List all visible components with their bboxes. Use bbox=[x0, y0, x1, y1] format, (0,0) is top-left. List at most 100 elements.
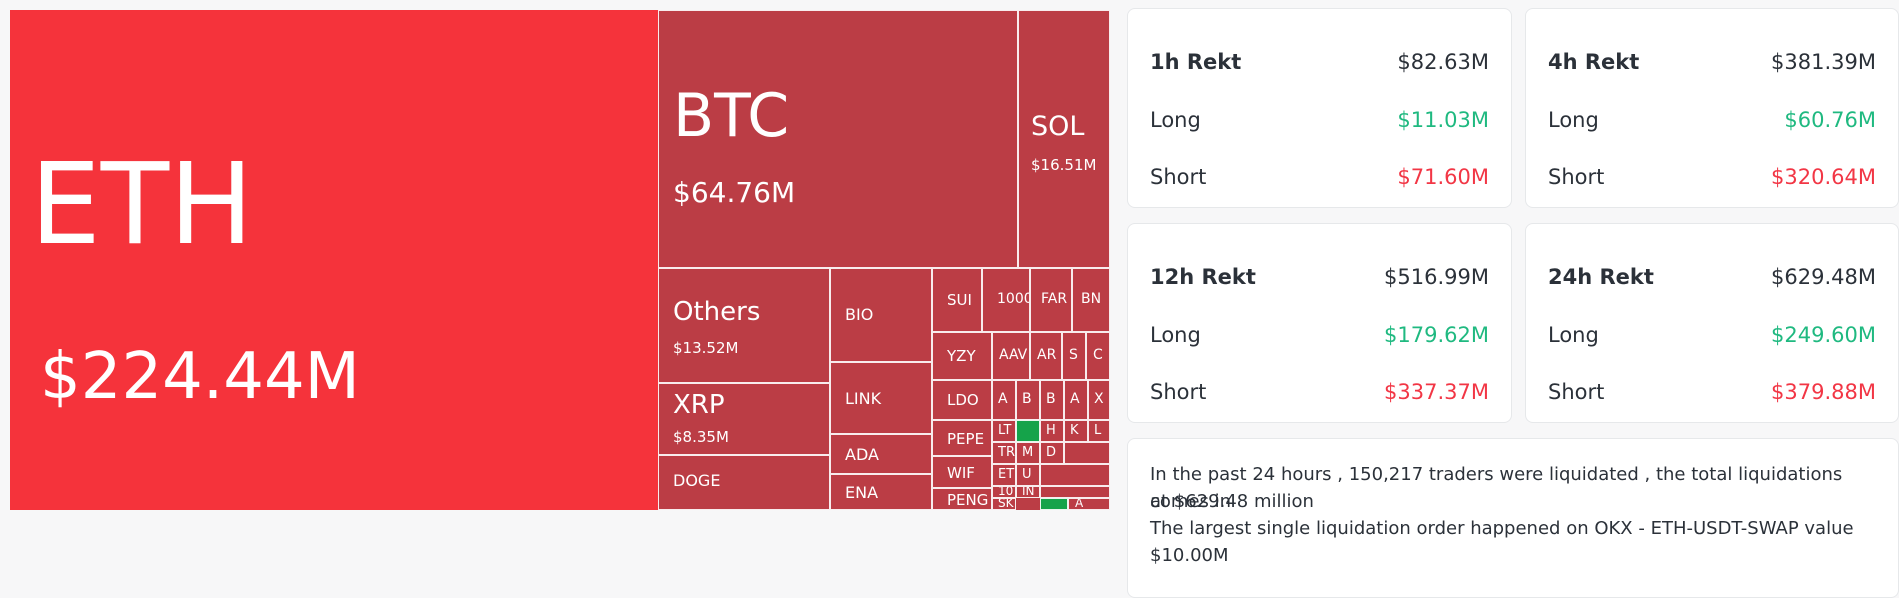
long-label: Long bbox=[1548, 323, 1599, 347]
tile-ldo[interactable]: LDO bbox=[932, 380, 992, 420]
tile-1000[interactable]: 1000 bbox=[982, 268, 1030, 332]
tile-ena-symbol: ENA bbox=[845, 483, 879, 502]
tile-sol[interactable]: SOL $16.51M bbox=[1018, 10, 1110, 268]
tile-b1[interactable]: B bbox=[1016, 380, 1040, 420]
card-title: 24h Rekt bbox=[1548, 265, 1654, 289]
summary-line-4: $10.00M bbox=[1150, 545, 1229, 566]
tile-far[interactable]: FAR bbox=[1030, 268, 1072, 332]
tile-sui-symbol: SUI bbox=[947, 291, 972, 309]
tile-small-b[interactable] bbox=[1040, 464, 1110, 486]
tile-aav[interactable]: AAV bbox=[992, 332, 1030, 380]
tile-eth-value: $224.44M bbox=[40, 340, 360, 414]
short-label: Short bbox=[1548, 380, 1605, 404]
tile-sk[interactable]: SK bbox=[992, 498, 1016, 510]
tile-a3-symbol: A bbox=[1075, 498, 1084, 510]
tile-yzy[interactable]: YZY bbox=[932, 332, 992, 380]
card-title: 4h Rekt bbox=[1548, 50, 1640, 74]
tile-ena[interactable]: ENA bbox=[830, 474, 932, 510]
tile-green-2[interactable] bbox=[1040, 498, 1068, 510]
tile-doge-symbol: DOGE bbox=[673, 471, 721, 490]
card-title: 12h Rekt bbox=[1150, 265, 1256, 289]
tile-c[interactable]: C bbox=[1086, 332, 1110, 380]
card-title: 1h Rekt bbox=[1150, 50, 1242, 74]
tile-tr-symbol: TR bbox=[998, 445, 1015, 460]
tile-xrp-symbol: XRP bbox=[673, 390, 725, 420]
tile-b2[interactable]: B bbox=[1040, 380, 1064, 420]
tile-ldo-symbol: LDO bbox=[947, 391, 979, 409]
tile-m[interactable]: M bbox=[1016, 442, 1040, 464]
tile-h-symbol: H bbox=[1046, 423, 1056, 438]
tile-et[interactable]: ET bbox=[992, 464, 1016, 486]
tile-a1-symbol: A bbox=[998, 391, 1008, 407]
summary-line-2: at $629.48 million bbox=[1150, 491, 1314, 512]
tile-a1[interactable]: A bbox=[992, 380, 1016, 420]
tile-d-symbol: D bbox=[1046, 445, 1057, 460]
tile-link[interactable]: LINK bbox=[830, 362, 932, 434]
card-long-row: Long $249.60M bbox=[1548, 320, 1876, 350]
tile-x[interactable]: X bbox=[1088, 380, 1110, 420]
tile-doge[interactable]: DOGE bbox=[658, 455, 830, 510]
tile-btc-value: $64.76M bbox=[673, 176, 796, 209]
card-long-row: Long $11.03M bbox=[1150, 105, 1489, 135]
tile-et-symbol: ET bbox=[998, 467, 1015, 482]
tile-sui[interactable]: SUI bbox=[932, 268, 982, 332]
long-label: Long bbox=[1548, 108, 1599, 132]
tile-green-1[interactable] bbox=[1016, 420, 1040, 442]
tile-sol-symbol: SOL bbox=[1031, 111, 1085, 142]
tile-btc[interactable]: BTC $64.76M bbox=[658, 10, 1018, 268]
tile-a3[interactable]: A bbox=[1068, 498, 1110, 510]
tile-small-c[interactable] bbox=[1040, 486, 1110, 498]
tile-eth[interactable]: ETH $224.44M bbox=[10, 10, 658, 510]
short-value: $337.37M bbox=[1384, 380, 1489, 404]
long-value: $60.76M bbox=[1784, 108, 1876, 132]
summary-line-3: The largest single liquidation order hap… bbox=[1150, 518, 1854, 539]
card-long-row: Long $60.76M bbox=[1548, 105, 1876, 135]
tile-d[interactable]: D bbox=[1040, 442, 1064, 464]
long-label: Long bbox=[1150, 108, 1201, 132]
tile-ar[interactable]: AR bbox=[1030, 332, 1062, 380]
liquidation-treemap: ETH $224.44M BTC $64.76M SOL $16.51M Oth… bbox=[10, 10, 1110, 510]
tile-s-symbol: S bbox=[1069, 347, 1078, 363]
tile-bio[interactable]: BIO bbox=[830, 268, 932, 362]
tile-xrp[interactable]: XRP $8.35M bbox=[658, 383, 830, 455]
tile-peng[interactable]: PENG bbox=[932, 488, 992, 510]
card-total: $516.99M bbox=[1384, 265, 1489, 289]
long-value: $249.60M bbox=[1771, 323, 1876, 347]
tile-in[interactable]: IN bbox=[1016, 486, 1040, 498]
tile-10[interactable]: 10 bbox=[992, 486, 1016, 498]
long-value: $179.62M bbox=[1384, 323, 1489, 347]
tile-pepe[interactable]: PEPE bbox=[932, 420, 992, 456]
tile-l[interactable]: L bbox=[1088, 420, 1110, 442]
tile-ada[interactable]: ADA bbox=[830, 434, 932, 474]
card-total: $82.63M bbox=[1397, 50, 1489, 74]
tile-bn[interactable]: BN bbox=[1072, 268, 1110, 332]
tile-bio-symbol: BIO bbox=[845, 305, 874, 324]
tile-l-symbol: L bbox=[1094, 423, 1102, 438]
tile-others-symbol: Others bbox=[673, 297, 761, 327]
tile-far-symbol: FAR bbox=[1041, 291, 1068, 307]
long-label: Long bbox=[1150, 323, 1201, 347]
card-title-row: 24h Rekt $629.48M bbox=[1548, 262, 1876, 292]
tile-u[interactable]: U bbox=[1016, 464, 1040, 486]
long-value: $11.03M bbox=[1397, 108, 1489, 132]
tile-h[interactable]: H bbox=[1040, 420, 1064, 442]
card-1h-rekt: 1h Rekt $82.63M Long $11.03M Short $71.6… bbox=[1127, 8, 1512, 208]
tile-b1-symbol: B bbox=[1022, 391, 1032, 407]
tile-tr[interactable]: TR bbox=[992, 442, 1016, 464]
tile-a2[interactable]: A bbox=[1064, 380, 1088, 420]
card-4h-rekt: 4h Rekt $381.39M Long $60.76M Short $320… bbox=[1525, 8, 1899, 208]
card-short-row: Short $71.60M bbox=[1150, 162, 1489, 192]
tile-others[interactable]: Others $13.52M bbox=[658, 268, 830, 383]
card-title-row: 1h Rekt $82.63M bbox=[1150, 47, 1489, 77]
tile-1000-symbol: 1000 bbox=[997, 291, 1030, 307]
tile-c-symbol: C bbox=[1093, 347, 1103, 363]
card-total: $381.39M bbox=[1771, 50, 1876, 74]
tile-small-a[interactable] bbox=[1064, 442, 1110, 464]
tile-k[interactable]: K bbox=[1064, 420, 1088, 442]
tile-ar-symbol: AR bbox=[1037, 347, 1057, 363]
tile-wif[interactable]: WIF bbox=[932, 456, 992, 488]
tile-lt[interactable]: LT bbox=[992, 420, 1016, 442]
tile-bn-symbol: BN bbox=[1081, 291, 1102, 307]
tile-s[interactable]: S bbox=[1062, 332, 1086, 380]
tile-u-symbol: U bbox=[1022, 467, 1032, 482]
